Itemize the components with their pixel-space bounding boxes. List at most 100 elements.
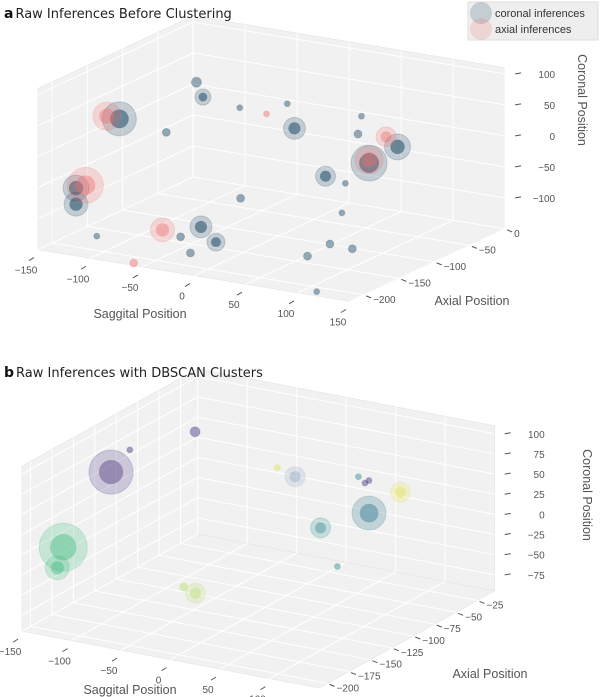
gridline bbox=[193, 83, 506, 137]
gridline bbox=[170, 562, 347, 661]
series-0 bbox=[88, 426, 373, 495]
data-point-core bbox=[288, 122, 301, 135]
series-5 bbox=[351, 495, 387, 531]
data-point-core bbox=[315, 522, 327, 534]
data-point bbox=[66, 166, 104, 204]
data-point bbox=[179, 582, 189, 592]
gridline bbox=[37, 176, 194, 251]
legend-marker bbox=[470, 18, 492, 40]
panel-b: −150−100−50050100−25−50−75−100−125−150−1… bbox=[0, 365, 594, 697]
z-tick-mark bbox=[504, 472, 511, 475]
data-point-core bbox=[211, 237, 221, 248]
x-tick-mark bbox=[80, 265, 87, 270]
data-point-core bbox=[69, 197, 83, 211]
y-tick-label: −200 bbox=[337, 683, 360, 694]
z-tick-label: 0 bbox=[539, 510, 545, 521]
data-point-core bbox=[110, 109, 129, 129]
gridline bbox=[141, 193, 298, 268]
data-point-core bbox=[359, 503, 379, 523]
gridline bbox=[269, 581, 446, 680]
x-tick-mark bbox=[288, 300, 295, 305]
x-tick-label: 0 bbox=[156, 676, 162, 687]
z-tick-mark bbox=[515, 196, 522, 199]
z-tick-mark bbox=[515, 165, 522, 168]
z-tick-label: −50 bbox=[528, 551, 545, 562]
y-tick-label: −150 bbox=[408, 278, 431, 289]
data-point bbox=[302, 251, 312, 261]
z-tick-mark bbox=[504, 512, 511, 515]
y-tick-label: −150 bbox=[379, 660, 402, 671]
y-axis-label: Axial Position bbox=[452, 667, 527, 681]
gridline bbox=[193, 145, 506, 199]
x-tick-label: 50 bbox=[228, 300, 240, 311]
gridline bbox=[197, 416, 495, 475]
gridline bbox=[349, 228, 506, 302]
data-point bbox=[347, 244, 357, 254]
x-tick-mark bbox=[62, 648, 68, 653]
data-point bbox=[44, 555, 70, 581]
y-tick-label: −50 bbox=[479, 245, 496, 256]
gridline bbox=[71, 543, 248, 642]
y-tick-label: −125 bbox=[401, 648, 424, 659]
gridline bbox=[51, 614, 350, 673]
y-tick-label: −75 bbox=[444, 624, 461, 635]
series-4 bbox=[310, 473, 362, 571]
gridline bbox=[21, 517, 198, 616]
data-point-core bbox=[380, 131, 392, 143]
gridline bbox=[193, 176, 506, 230]
y-tick-label: −25 bbox=[487, 600, 504, 611]
gridline bbox=[197, 396, 495, 455]
data-point-core bbox=[50, 561, 64, 575]
x-tick-mark bbox=[236, 291, 243, 296]
data-point bbox=[284, 466, 306, 488]
y-tick-mark bbox=[457, 612, 464, 616]
gridline bbox=[159, 554, 457, 613]
x-tick-label: 100 bbox=[278, 309, 295, 320]
z-tick-label: −100 bbox=[533, 194, 556, 205]
z-tick-mark bbox=[504, 573, 511, 576]
x-tick-label: −150 bbox=[0, 647, 22, 658]
z-tick-mark bbox=[515, 72, 522, 75]
data-point-core bbox=[75, 175, 96, 196]
y-tick-mark bbox=[436, 262, 442, 266]
z-tick-label: 75 bbox=[534, 450, 546, 461]
data-point-core bbox=[68, 180, 84, 196]
panel-letter: b bbox=[4, 365, 14, 381]
x-tick-label: 50 bbox=[202, 685, 214, 696]
x-tick-label: −50 bbox=[101, 666, 118, 677]
panel-letter: a bbox=[4, 6, 13, 22]
data-point-core bbox=[99, 108, 115, 124]
gridline bbox=[37, 114, 194, 189]
data-point bbox=[325, 239, 335, 249]
data-point bbox=[189, 426, 201, 438]
y-axis-label: Axial Position bbox=[434, 294, 509, 308]
y-tick-mark bbox=[415, 636, 421, 640]
series-3 bbox=[284, 466, 306, 488]
gridline bbox=[245, 211, 402, 285]
z-tick-mark bbox=[515, 103, 522, 106]
data-point bbox=[190, 76, 202, 88]
gridline bbox=[37, 52, 194, 127]
data-point bbox=[38, 522, 88, 572]
data-point bbox=[129, 258, 139, 268]
y-tick-mark bbox=[471, 245, 478, 249]
z-tick-label: 50 bbox=[544, 101, 556, 112]
gridline bbox=[197, 436, 495, 495]
x-tick-mark bbox=[132, 274, 139, 279]
gridline bbox=[30, 625, 328, 684]
x-axis-label: Saggital Position bbox=[93, 307, 186, 321]
y-tick-mark bbox=[393, 648, 400, 652]
legend-marker bbox=[470, 2, 492, 24]
z-tick-label: −50 bbox=[538, 163, 555, 174]
z-tick-label: 50 bbox=[534, 470, 546, 481]
z-tick-label: 100 bbox=[538, 70, 555, 81]
z-tick-label: −25 bbox=[528, 531, 545, 542]
data-point bbox=[310, 517, 332, 539]
gridline bbox=[87, 226, 400, 279]
series-0 bbox=[62, 76, 412, 296]
gridline bbox=[21, 477, 198, 576]
data-point-core bbox=[194, 220, 207, 233]
data-point-core bbox=[190, 587, 201, 599]
gridline bbox=[21, 533, 198, 632]
gridline bbox=[37, 21, 194, 96]
